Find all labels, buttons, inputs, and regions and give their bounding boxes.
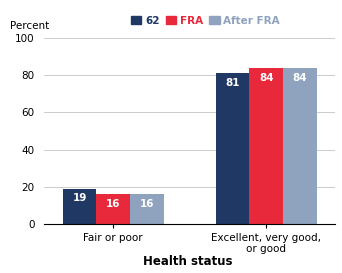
Bar <box>216 73 249 224</box>
Text: 84: 84 <box>293 73 307 82</box>
Text: Health status: Health status <box>143 254 233 268</box>
Text: 84: 84 <box>259 73 274 82</box>
Text: 81: 81 <box>225 78 240 88</box>
Text: 19: 19 <box>73 193 87 203</box>
Bar <box>283 68 317 224</box>
Text: 16: 16 <box>140 199 154 209</box>
Bar <box>63 189 96 224</box>
Bar <box>130 194 164 224</box>
Text: 16: 16 <box>106 199 121 209</box>
Text: Percent: Percent <box>10 21 50 31</box>
Bar <box>96 194 130 224</box>
Bar <box>249 68 283 224</box>
Legend: 62, FRA, After FRA: 62, FRA, After FRA <box>131 16 280 26</box>
